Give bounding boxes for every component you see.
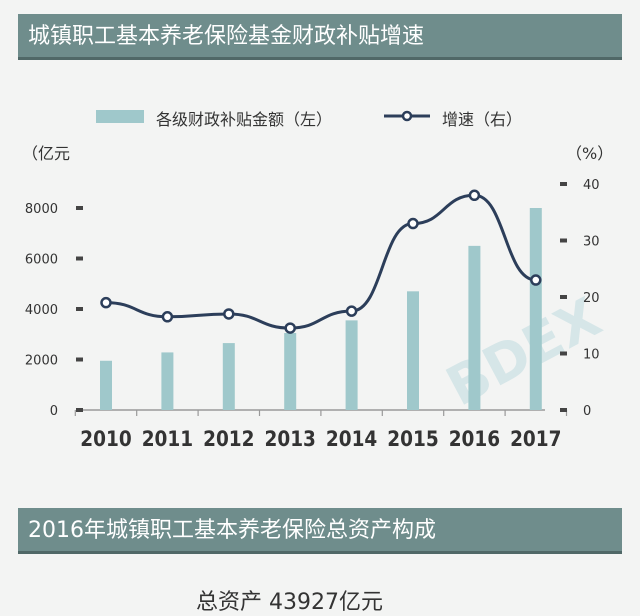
- right-tick-label: 10: [583, 348, 600, 363]
- bar-2012: [222, 343, 235, 410]
- left-tick-label: 6000: [25, 253, 58, 268]
- x-label-2011: 2011: [142, 427, 193, 451]
- growth-point-2015: [407, 217, 419, 230]
- right-tick-label: 20: [583, 291, 600, 306]
- legend-bar-swatch: [96, 110, 144, 123]
- x-label-2010: 2010: [80, 427, 131, 451]
- total-assets-text: 总资产 43927亿元: [196, 590, 383, 615]
- bar-2011: [161, 352, 174, 410]
- section2-title: 2016年城镇职工基本养老保险总资产构成: [28, 518, 436, 543]
- x-label-2015: 2015: [387, 427, 438, 451]
- growth-point-2014: [345, 305, 358, 317]
- x-label-2012: 2012: [203, 427, 254, 451]
- right-tick-label: 0: [583, 404, 591, 419]
- chart-title-bar: 城镇职工基本养老保险基金财政补贴增速: [18, 14, 622, 60]
- chart-title: 城镇职工基本养老保险基金财政补贴增速: [28, 24, 425, 49]
- bar-2013: [284, 332, 297, 410]
- left-tick-mark: [76, 307, 83, 311]
- left-tick-label: 0: [50, 404, 58, 419]
- right-tick-mark: [560, 182, 567, 186]
- right-tick-mark: [560, 295, 567, 299]
- left-axis-unit: （亿元: [22, 144, 71, 163]
- left-tick-mark: [76, 357, 83, 362]
- right-tick-label: 30: [583, 235, 600, 250]
- bar-2015: [407, 291, 419, 410]
- right-axis-unit: （%）: [566, 144, 614, 163]
- section2-title-bar: 2016年城镇职工基本养老保险总资产构成: [18, 508, 622, 554]
- left-tick-label: 4000: [25, 303, 58, 318]
- growth-point-2011: [161, 311, 174, 323]
- left-tick-mark: [76, 206, 83, 210]
- left-tick-label: 8000: [25, 202, 58, 217]
- left-tick-mark: [76, 408, 83, 412]
- x-label-2014: 2014: [326, 427, 377, 451]
- x-label-2016: 2016: [449, 427, 500, 451]
- left-tick-mark: [76, 256, 83, 261]
- bar-2014: [345, 320, 358, 410]
- right-tick-label: 40: [583, 178, 600, 193]
- growth-point-2016: [468, 189, 481, 202]
- growth-point-2012: [223, 308, 235, 320]
- bar-2016: [468, 245, 481, 410]
- bar-2010: [100, 360, 112, 410]
- legend-line-label: 增速（右）: [442, 110, 523, 129]
- x-label-2017: 2017: [510, 427, 561, 451]
- growth-point-2017: [530, 274, 542, 286]
- bar-2017: [529, 208, 542, 410]
- right-tick-mark: [560, 351, 567, 356]
- growth-point-2013: [284, 322, 296, 334]
- left-tick-label: 2000: [25, 354, 58, 369]
- legend-bar-label: 各级财政补贴金额（左）: [156, 110, 333, 129]
- right-tick-mark: [560, 238, 567, 243]
- right-tick-mark: [560, 408, 567, 412]
- x-label-2013: 2013: [265, 427, 316, 451]
- growth-point-2010: [100, 296, 112, 309]
